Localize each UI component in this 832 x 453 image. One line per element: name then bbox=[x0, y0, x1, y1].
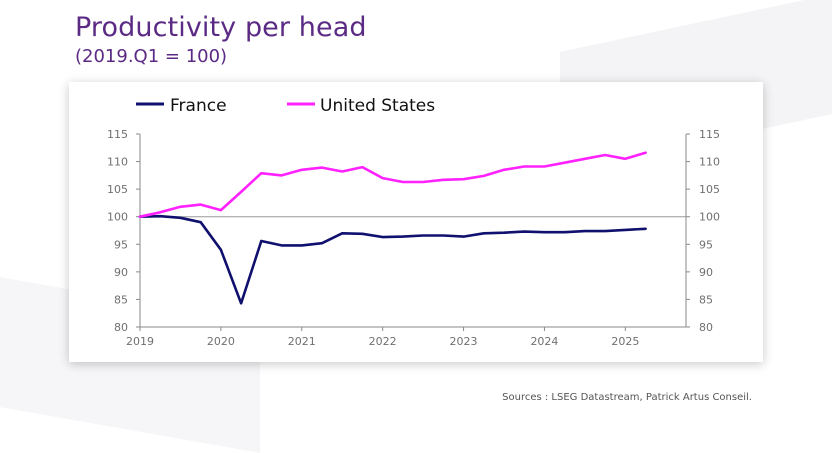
series-line-united-states bbox=[138, 151, 647, 218]
x-tick-label: 2024 bbox=[530, 335, 558, 348]
axes: 80 80 85 85 90 90 95 95 100 100 105 105 110 110 115 115… bbox=[107, 128, 720, 348]
y-tick-label-left: 110 bbox=[107, 156, 128, 169]
x-tick-label: 2023 bbox=[450, 335, 478, 348]
y-tick-label-left: 95 bbox=[114, 238, 128, 251]
legend: France United States bbox=[136, 96, 435, 116]
y-tick-label-left: 105 bbox=[107, 183, 128, 196]
legend-label-united-states: United States bbox=[320, 96, 435, 116]
source-note: Sources : LSEG Datastream, Patrick Artus… bbox=[502, 392, 752, 403]
y-tick-label-left: 80 bbox=[114, 321, 128, 334]
y-tick-label-left: 115 bbox=[107, 128, 128, 141]
y-tick-label-left: 85 bbox=[114, 293, 128, 306]
y-tick-label-right: 115 bbox=[699, 128, 720, 141]
page-title: Productivity per head bbox=[75, 12, 367, 43]
legend-label-france: France bbox=[170, 96, 227, 116]
series-lines bbox=[138, 151, 647, 305]
y-tick-label-right: 110 bbox=[699, 156, 720, 169]
y-tick-label-right: 85 bbox=[699, 293, 713, 306]
chart-panel: France United States 80 80 85 85 90 90 95 95 100… bbox=[69, 82, 763, 362]
y-tick-label-left: 90 bbox=[114, 266, 128, 279]
y-tick-label-right: 100 bbox=[699, 211, 720, 224]
y-tick-label-left: 100 bbox=[107, 211, 128, 224]
x-tick-label: 2019 bbox=[126, 335, 154, 348]
y-tick-label-right: 95 bbox=[699, 238, 713, 251]
x-tick-label: 2025 bbox=[611, 335, 639, 348]
y-tick-label-right: 90 bbox=[699, 266, 713, 279]
y-tick-label-right: 80 bbox=[699, 321, 713, 334]
page-subtitle: (2019.Q1 = 100) bbox=[75, 46, 228, 67]
x-tick-label: 2020 bbox=[207, 335, 235, 348]
x-tick-label: 2021 bbox=[288, 335, 316, 348]
line-chart: France United States 80 80 85 85 90 90 95 95 100… bbox=[107, 96, 720, 348]
y-tick-label-right: 105 bbox=[699, 183, 720, 196]
series-line-france bbox=[138, 214, 647, 305]
x-tick-label: 2022 bbox=[369, 335, 397, 348]
